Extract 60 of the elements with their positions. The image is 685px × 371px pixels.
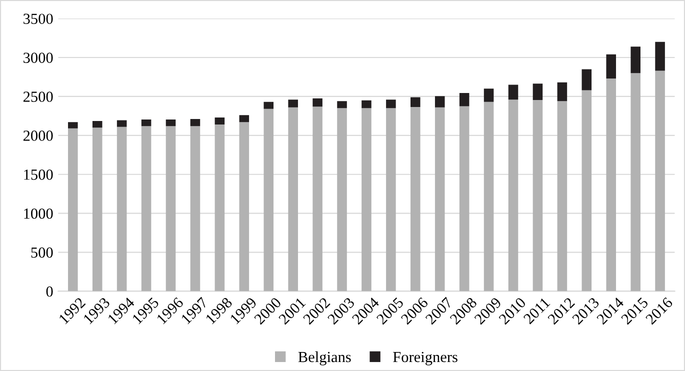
bar: [655, 42, 665, 71]
bar: [264, 108, 274, 292]
bar: [410, 106, 420, 292]
legend-label: Foreigners: [393, 352, 458, 366]
bar: [532, 84, 543, 100]
y-tick-label: 3500: [24, 14, 53, 24]
y-tick-label: 0: [46, 286, 53, 297]
bar: [606, 54, 616, 79]
bar: [484, 88, 494, 102]
bar: [434, 107, 445, 292]
y-tick-label: 2500: [23, 92, 53, 102]
bar: [362, 100, 372, 108]
bar: [508, 100, 518, 292]
bar: [214, 124, 225, 292]
y-tick-label: 2000: [23, 130, 53, 141]
bar: [264, 102, 274, 109]
bar: [630, 73, 640, 292]
bar: [214, 117, 225, 125]
bar: [239, 122, 250, 292]
bar: [116, 120, 127, 127]
bar: [141, 119, 152, 126]
bar: [557, 82, 568, 102]
bar: [410, 97, 420, 107]
bar: [68, 122, 78, 128]
bar: [190, 119, 200, 126]
bar: [508, 84, 518, 100]
bar: [362, 108, 372, 292]
bar: [166, 126, 176, 292]
y-tick-label: 1000: [24, 208, 53, 219]
bar: [337, 101, 347, 108]
bar: [92, 121, 102, 128]
bar: [116, 126, 127, 292]
y-tick-label: 500: [31, 247, 53, 258]
bar: [532, 100, 543, 292]
bar: [557, 101, 568, 292]
bar: [337, 108, 347, 292]
bar: [582, 69, 592, 90]
bar: [606, 78, 616, 292]
bar: [386, 108, 396, 292]
bar: [484, 102, 494, 292]
bar: [630, 46, 640, 74]
bar: [190, 126, 200, 292]
bar: [288, 107, 298, 292]
y-tick-label: 3000: [24, 52, 53, 63]
bar: [288, 100, 298, 108]
bar: [434, 96, 445, 108]
bar: [459, 92, 470, 106]
y-tick-label: 1500: [24, 170, 53, 180]
legend-label: Belgians: [298, 351, 351, 366]
bar: [312, 98, 322, 107]
bar: [141, 126, 152, 292]
bar: [166, 119, 176, 126]
bar: [68, 128, 78, 292]
bar: [655, 70, 665, 292]
bar: [239, 115, 250, 122]
bar: [582, 90, 592, 292]
bar: [386, 100, 396, 108]
bar: [312, 106, 322, 292]
bar: [459, 106, 470, 292]
bar: [92, 128, 102, 292]
